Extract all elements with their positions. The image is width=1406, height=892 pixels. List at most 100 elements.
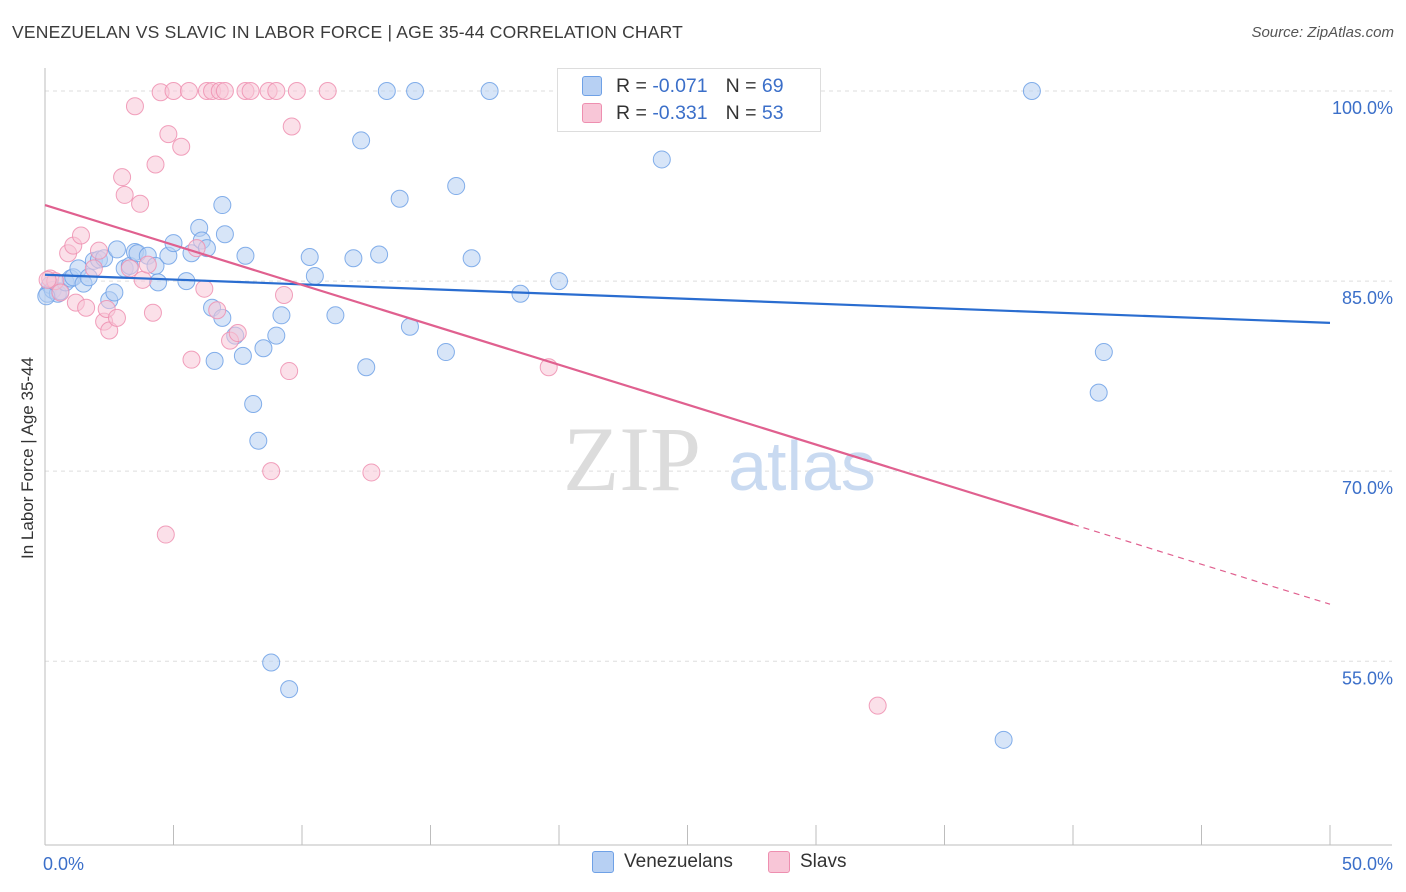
- data-point: [282, 117, 301, 136]
- trend-lines: [44, 204, 1331, 605]
- y-tick-label: 100.0%: [1332, 98, 1393, 118]
- data-point: [994, 730, 1013, 749]
- data-point: [447, 177, 466, 196]
- bottom-legend-slavs: Slavs: [768, 851, 846, 873]
- data-point: [228, 324, 247, 343]
- watermark-atlas: atlas: [728, 427, 876, 505]
- data-point: [71, 226, 90, 245]
- data-point: [326, 306, 345, 325]
- bottom-legend-venezuelans: Venezuelans: [592, 851, 733, 873]
- data-point: [113, 168, 132, 187]
- data-point: [275, 286, 294, 305]
- data-point: [125, 97, 144, 116]
- data-point: [133, 270, 152, 289]
- trend-line-extension-slavs: [1072, 523, 1331, 605]
- data-point: [236, 246, 255, 265]
- data-point: [107, 240, 126, 259]
- data-point: [305, 267, 324, 286]
- legend-n-label: N =: [725, 101, 757, 124]
- data-point: [280, 680, 299, 699]
- data-point: [362, 463, 381, 482]
- stats-legend: R = -0.071 N = 69 R = -0.331 N = 53: [557, 68, 821, 132]
- trend-line-slavs: [44, 204, 1074, 526]
- bottom-legend-label: Slavs: [800, 851, 847, 872]
- watermark: ZIP atlas: [563, 408, 876, 510]
- data-point: [462, 249, 481, 268]
- data-point: [164, 82, 183, 101]
- data-point: [300, 248, 319, 267]
- data-point: [377, 82, 396, 101]
- data-point: [272, 306, 291, 325]
- legend-n-value: 69: [761, 74, 784, 97]
- trend-line-venezuelans: [44, 273, 1331, 325]
- data-point: [287, 82, 306, 101]
- data-point: [156, 525, 175, 544]
- data-point: [241, 82, 260, 101]
- data-point: [107, 308, 126, 327]
- source-credit: Source: ZipAtlas.com: [1251, 24, 1394, 41]
- data-point: [77, 298, 96, 317]
- data-point: [280, 362, 299, 381]
- data-point: [179, 82, 198, 101]
- data-point: [550, 272, 568, 291]
- data-point: [143, 303, 162, 322]
- bottom-legend-label: Venezuelans: [624, 851, 733, 872]
- legend-r-label: R =: [616, 74, 647, 97]
- chart-title: VENEZUELAN VS SLAVIC IN LABOR FORCE | AG…: [12, 22, 684, 42]
- y-tick-label: 55.0%: [1342, 668, 1393, 688]
- data-point: [390, 189, 409, 208]
- gridlines: [45, 90, 1392, 662]
- data-point: [213, 196, 232, 215]
- x-tick-label-max: 50.0%: [1342, 854, 1393, 874]
- data-point: [105, 283, 124, 302]
- legend-row-venezuelans: R = -0.071 N = 69: [582, 73, 784, 99]
- legend-n-label: N =: [725, 74, 757, 97]
- legend-r-label: R =: [616, 101, 647, 124]
- data-point: [254, 339, 273, 358]
- data-point: [159, 125, 178, 144]
- data-point: [195, 279, 214, 298]
- data-point: [249, 431, 268, 450]
- data-point: [652, 150, 671, 169]
- data-point: [267, 82, 286, 101]
- series-slavs: [38, 82, 887, 715]
- data-point: [138, 255, 157, 274]
- legend-n-value: 53: [761, 101, 784, 124]
- data-point: [406, 82, 425, 101]
- legend-swatch-slavs: [582, 103, 602, 123]
- data-point: [131, 194, 150, 213]
- y-tick-label: 85.0%: [1342, 288, 1393, 308]
- data-point: [215, 82, 234, 101]
- data-point: [244, 395, 263, 414]
- data-points: [37, 82, 1113, 749]
- data-point: [115, 185, 134, 204]
- y-tick-label: 70.0%: [1342, 478, 1393, 498]
- data-point: [208, 301, 227, 320]
- data-point: [205, 351, 224, 370]
- tick-labels: 100.0% 85.0% 70.0% 55.0% 0.0% 50.0%: [43, 98, 1393, 874]
- data-point: [172, 137, 191, 156]
- data-point: [233, 346, 252, 365]
- data-point: [370, 245, 389, 264]
- legend-row-slavs: R = -0.331 N = 53: [582, 100, 784, 126]
- data-point: [318, 82, 337, 101]
- data-point: [84, 259, 103, 278]
- data-point: [480, 82, 499, 101]
- data-point: [1089, 383, 1108, 402]
- data-point: [262, 462, 281, 481]
- legend-swatch-venezuelans: [582, 76, 602, 96]
- bottom-swatch-venezuelans: [592, 851, 614, 873]
- data-point: [868, 696, 887, 715]
- data-point: [215, 225, 234, 244]
- bottom-swatch-slavs: [768, 851, 790, 873]
- data-point: [1094, 343, 1113, 362]
- data-point: [146, 155, 165, 174]
- x-tick-label-min: 0.0%: [43, 854, 84, 874]
- data-point: [352, 131, 371, 150]
- data-point: [357, 358, 376, 377]
- data-point: [262, 653, 281, 672]
- data-point: [436, 343, 455, 362]
- axes: [44, 68, 1392, 846]
- data-point: [267, 326, 286, 345]
